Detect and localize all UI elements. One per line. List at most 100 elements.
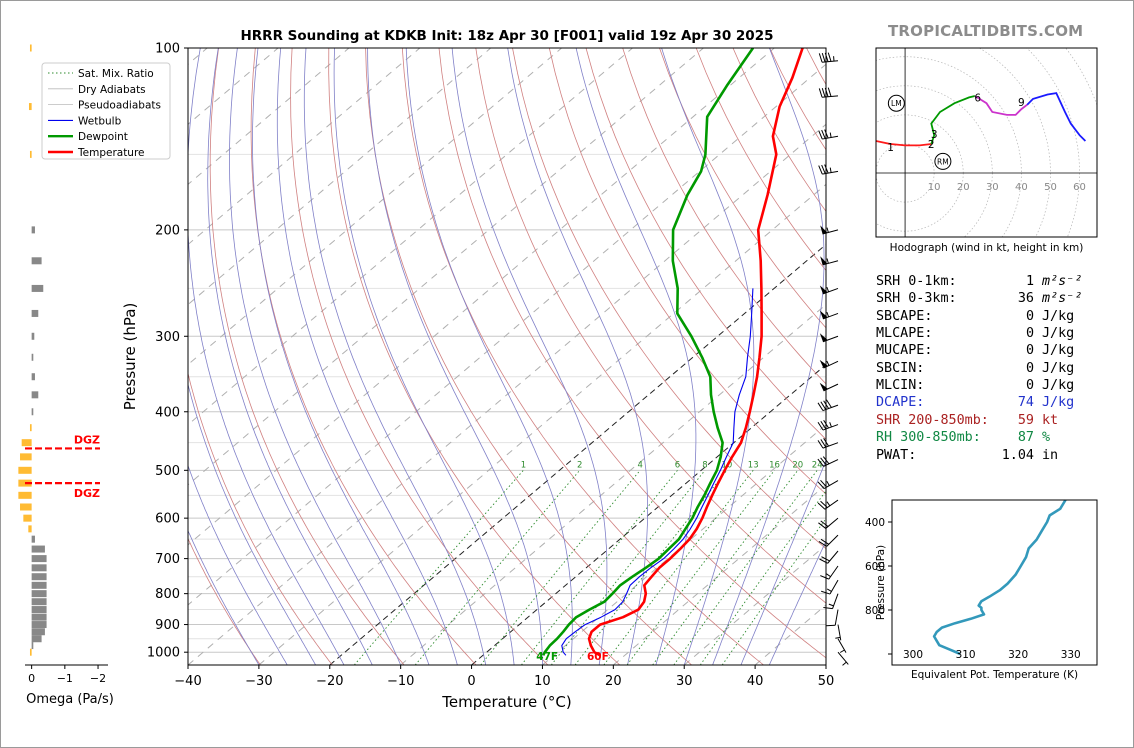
omega-bar: [31, 555, 47, 563]
moist-adiabat: [229, 48, 402, 665]
wind-barb-full: [818, 541, 827, 547]
theta-e-x-tick-label: 310: [956, 649, 976, 661]
brand-watermark: TROPICALTIDBITS.COM: [888, 22, 1084, 40]
wind-barb-full: [821, 129, 826, 139]
omega-bar: [29, 150, 32, 158]
omega-x-tick-label: 0: [28, 672, 35, 685]
mixing-ratio-label: 2: [577, 460, 582, 470]
wind-barb-full: [821, 164, 826, 174]
wind-barb-full: [817, 402, 824, 411]
wind-barb-half: [829, 422, 832, 428]
wind-barb-full: [824, 52, 829, 62]
legend-entry: Sat. Mix. Ratio: [78, 68, 154, 80]
wind-barb: [817, 438, 839, 449]
right-mover-marker: [934, 152, 952, 170]
stat-row: SRH 0-3km: 36 m²s⁻²: [876, 290, 1082, 307]
wind-barb-full: [820, 575, 830, 580]
legend: Sat. Mix. Ratio Dry Adiabats Pseudoadiabat…: [41, 62, 171, 160]
stat-value: 87: [1017, 430, 1034, 446]
isotherm: [188, 48, 775, 546]
skewt-plot: 1 2 4 6 8 10 13 16 20 24 30 36: [188, 48, 1134, 665]
wind-barb: [837, 638, 847, 653]
omega-bar: [20, 453, 32, 461]
isotherm: [754, 604, 826, 665]
wind-barb-flag: [820, 225, 828, 235]
stat-label: DCAPE:: [876, 395, 925, 411]
hodograph-ring: [672, 0, 1134, 406]
stat-unit: J/kg: [1042, 308, 1075, 324]
dry-adiabat: [548, 48, 826, 495]
temperature-line: [587, 48, 804, 657]
mixing-ratio-line: [521, 470, 678, 665]
stat-row: SRH 0-1km: 1 m²s⁻²: [876, 273, 1082, 290]
hodograph-height-label: 1: [887, 142, 894, 154]
omega-bar: [31, 635, 42, 643]
moist-adiabat: [575, 48, 697, 665]
mixing-ratio-label: 6: [675, 460, 680, 470]
theta-e-y-tick-label: 800: [865, 605, 885, 617]
isotherm: [188, 48, 350, 186]
stat-value: 74: [1017, 395, 1034, 411]
mixing-ratio-label: 30: [836, 460, 847, 470]
wind-barb: [837, 651, 849, 666]
stat-row: DCAPE: 74 J/kg: [876, 394, 1074, 411]
stat-row: MLCIN: 0 J/kg: [876, 377, 1074, 394]
hodograph-frame: [875, 47, 1098, 238]
wind-barb: [817, 479, 839, 490]
wind-barb-flag: [819, 285, 828, 294]
theta-e-y-tick-label: 600: [865, 561, 885, 573]
stat-unit: J/kg: [1042, 360, 1075, 376]
wind-barb: [823, 593, 839, 610]
theta-e-frame: [891, 499, 1098, 666]
legend-box: [41, 62, 171, 160]
wind-barb: [818, 517, 839, 529]
stat-label: MLCIN:: [876, 378, 925, 394]
moist-adiabat: [405, 48, 573, 665]
dry-adiabat: [953, 48, 1134, 665]
dewpoint-line: [542, 48, 755, 656]
hodograph-height-label: 9: [1018, 97, 1025, 109]
theta-e-y-tick-label: 400: [865, 517, 885, 529]
wind-barb-flag: [819, 359, 829, 369]
mixing-ratio-line: [721, 517, 826, 665]
hodograph-ring-label: 40: [1015, 182, 1028, 193]
omega-bar: [31, 309, 39, 317]
omega-bar: [31, 408, 34, 416]
stat-row: SHR 200-850mb: 59 kt: [876, 412, 1058, 429]
wind-barb: [819, 382, 839, 392]
stat-unit: J/kg: [1042, 378, 1075, 394]
stat-row: SBCAPE: 0 J/kg: [876, 308, 1074, 325]
x-tick-label: −30: [245, 674, 272, 689]
wind-barb-full: [823, 606, 833, 610]
omega-bar: [31, 564, 47, 572]
hodograph-ring-label: 30: [986, 182, 999, 193]
theta-e-axis-label: Equivalent Pot. Temperature (K): [911, 669, 1078, 681]
stat-unit: J/kg: [1042, 395, 1075, 411]
left-mover-marker-label: LM: [891, 99, 902, 108]
dry-adiabat: [475, 48, 826, 604]
wind-barb-full: [822, 456, 830, 465]
wind-barb-full: [819, 558, 828, 564]
y-tick-label: 400: [155, 405, 180, 420]
omega-bar: [18, 466, 32, 474]
hodograph-ring-label: 60: [1073, 182, 1086, 193]
wetbulb-line: [561, 288, 754, 656]
wind-barb-full: [817, 440, 824, 449]
omega-bar: [31, 332, 35, 340]
wind-barb-half: [835, 636, 841, 639]
wind-barb-half: [826, 501, 831, 507]
moist-adiabat: [712, 48, 825, 665]
dry-adiabat: [188, 537, 261, 665]
stat-label: RH 300-850mb:: [876, 430, 981, 446]
isotherm: [471, 363, 826, 665]
legend-entry: Dewpoint: [78, 131, 128, 143]
mixing-ratio-line: [353, 470, 524, 665]
omega-bar: [29, 424, 32, 432]
wind-barb-shaft: [834, 609, 839, 626]
mixing-ratio-line: [574, 470, 728, 665]
moist-adiabat: [303, 48, 487, 665]
wind-barb-shaft: [837, 651, 849, 665]
dry-adiabat: [695, 48, 826, 272]
wind-barb-full: [820, 457, 827, 466]
wind-barb-full: [824, 129, 829, 139]
